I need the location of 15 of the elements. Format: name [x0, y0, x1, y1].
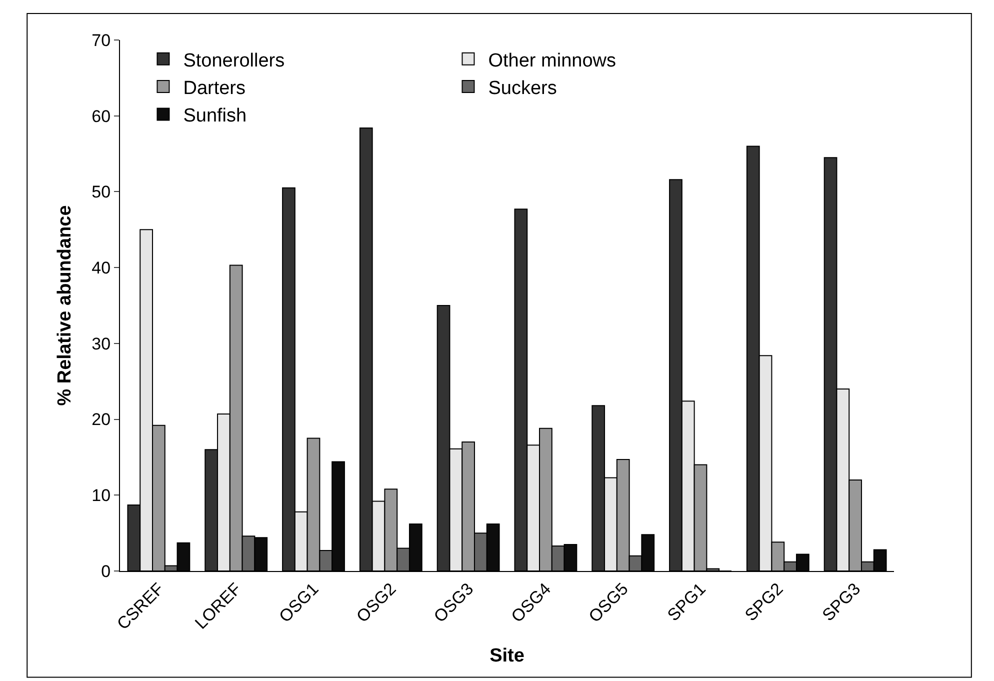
y-tick-label: 60 [92, 106, 111, 126]
y-axis-title: % Relative abundance [54, 205, 76, 406]
y-tick-label: 70 [92, 30, 111, 50]
y-tick-label: 0 [101, 562, 111, 581]
legend-label: Other minnows [488, 50, 616, 72]
legend-label: Suckers [488, 78, 557, 99]
y-tick-label: 20 [92, 410, 111, 430]
y-tick-label: 50 [92, 182, 111, 202]
y-tick-label: 10 [92, 486, 111, 506]
y-tick-label: 40 [92, 258, 111, 278]
legend-label: Darters [183, 78, 246, 99]
legend-label: Sunfish [183, 106, 247, 127]
legend-label: Stonerollers [183, 50, 285, 72]
x-axis-title: Site [490, 645, 524, 666]
y-tick-label: 30 [92, 334, 111, 354]
